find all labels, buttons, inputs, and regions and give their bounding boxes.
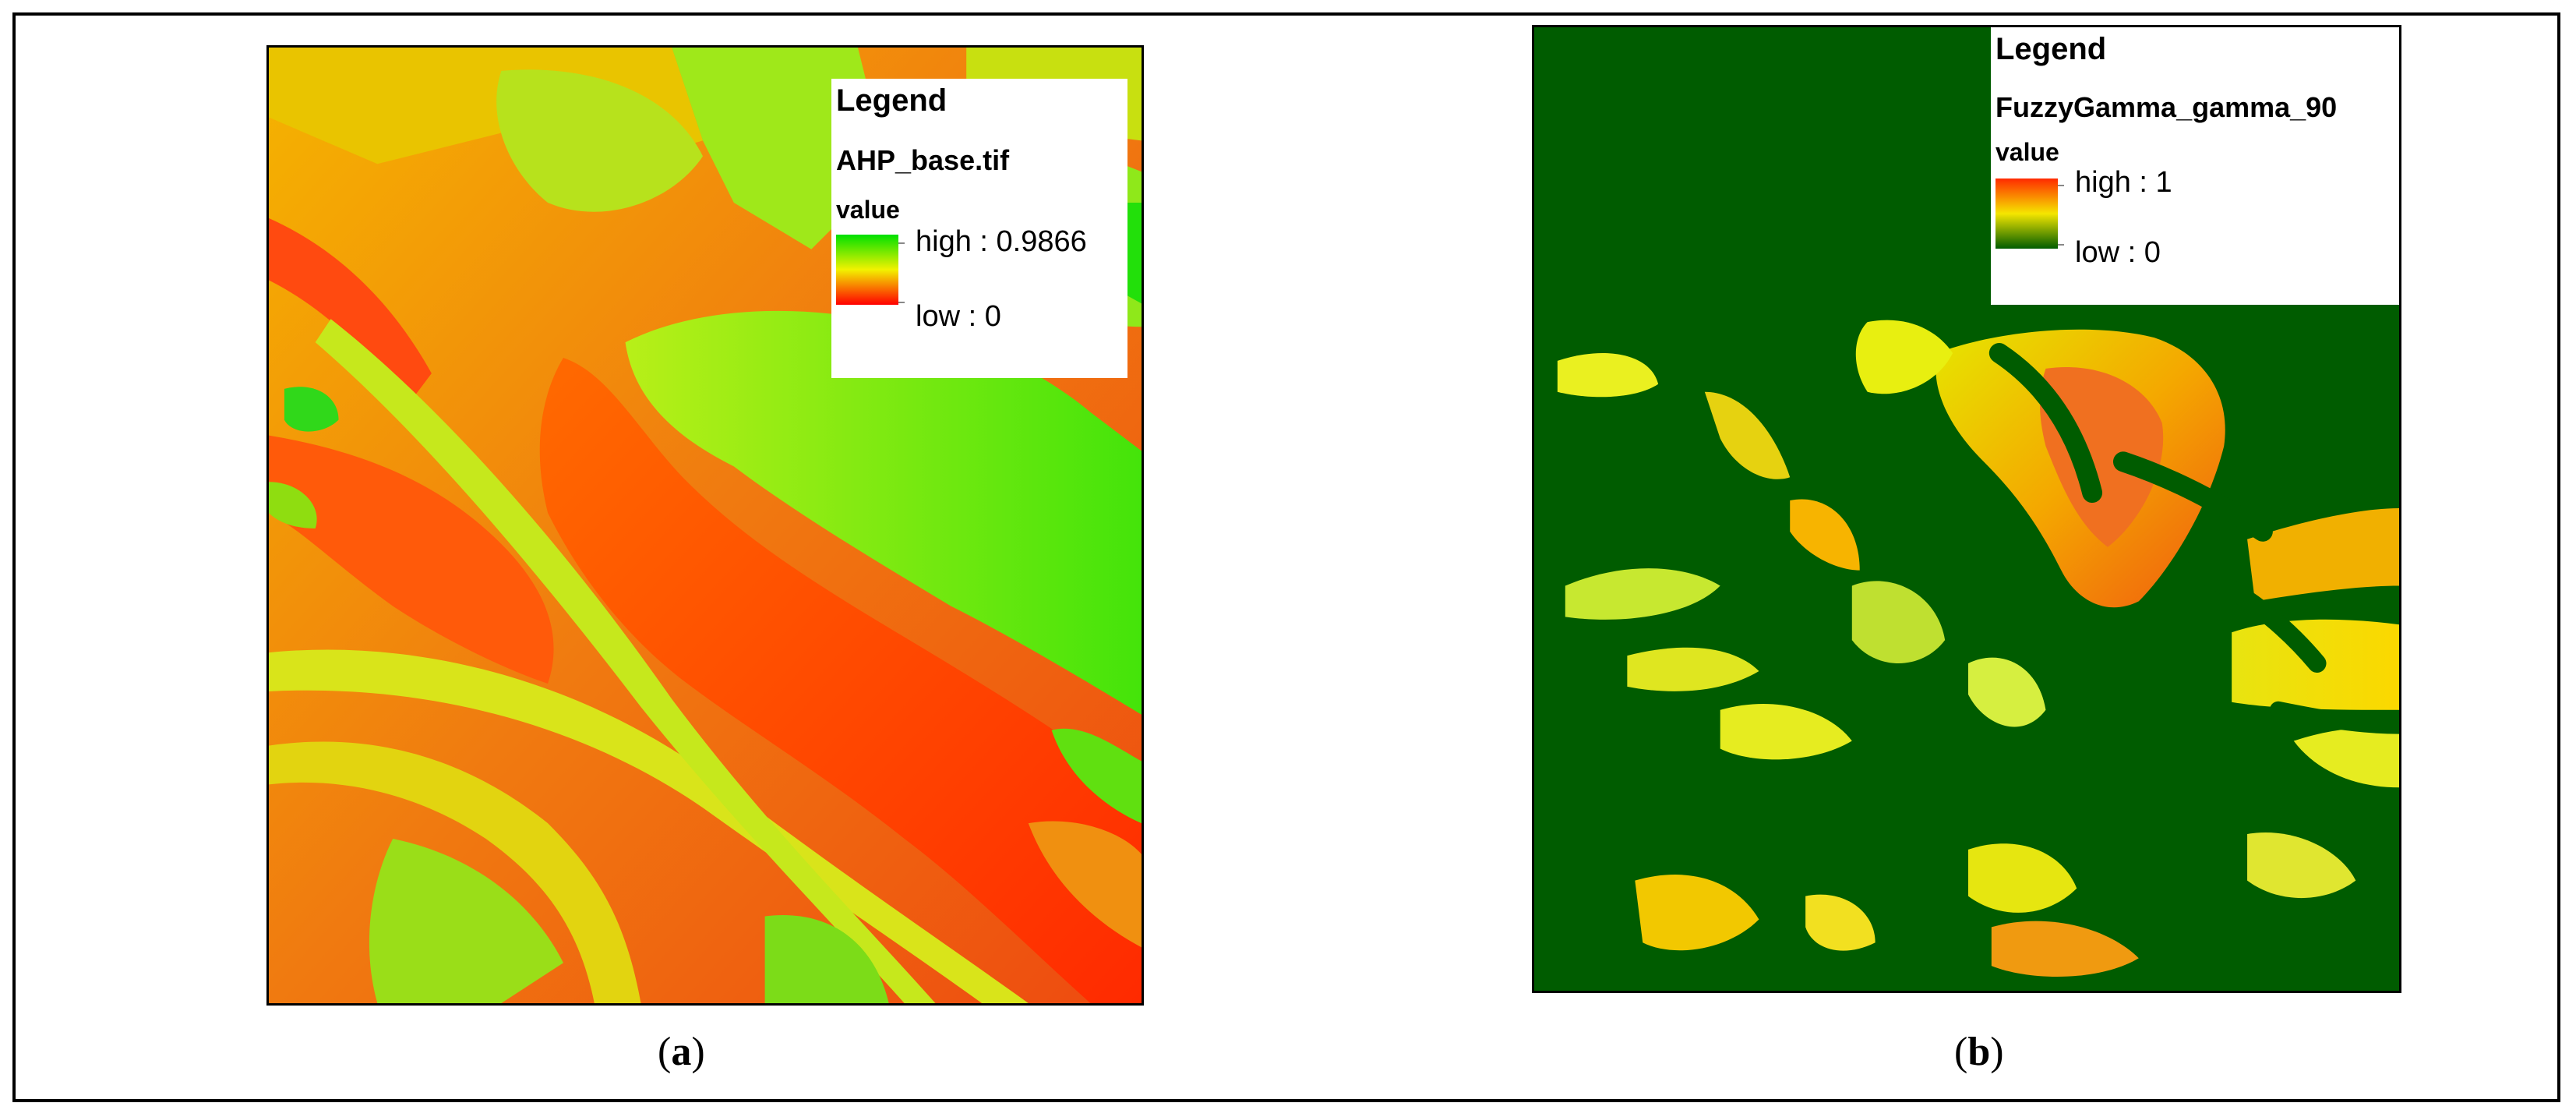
legend-low-label: low : 0 [2075,236,2161,269]
legend-panel-b: Legend FuzzyGamma_gamma_90 value high : … [1991,27,2399,305]
legend-field-name: value [836,196,900,224]
caption-letter-a: a [671,1030,692,1074]
legend-title: Legend [836,83,947,118]
legend-tick-low [2058,244,2064,246]
legend-title: Legend [1996,32,2107,66]
legend-layer-name: FuzzyGamma_gamma_90 [1996,91,2338,123]
legend-color-ramp [836,235,898,305]
legend-tick-high [2058,185,2064,186]
legend-low-label: low : 0 [916,300,1001,333]
legend-tick-high [898,242,905,244]
legend-layer-name: AHP_base.tif [836,144,1010,176]
map-panel-b: Legend FuzzyGamma_gamma_90 value high : … [1532,25,2401,993]
figure-frame: Legend AHP_base.tif value high : 0.9866 … [12,12,2560,1102]
map-panel-a: Legend AHP_base.tif value high : 0.9866 … [266,45,1144,1006]
legend-high-label: high : 1 [2075,166,2172,199]
caption-letter-b: b [1967,1030,1991,1074]
caption-b: (b) [1954,1030,2004,1074]
legend-high-label: high : 0.9866 [916,225,1087,258]
caption-a: (a) [658,1030,705,1074]
legend-field-name: value [1996,138,2059,166]
legend-color-ramp [1996,179,2058,249]
legend-panel-a: Legend AHP_base.tif value high : 0.9866 … [831,79,1127,378]
legend-tick-low [898,302,905,303]
